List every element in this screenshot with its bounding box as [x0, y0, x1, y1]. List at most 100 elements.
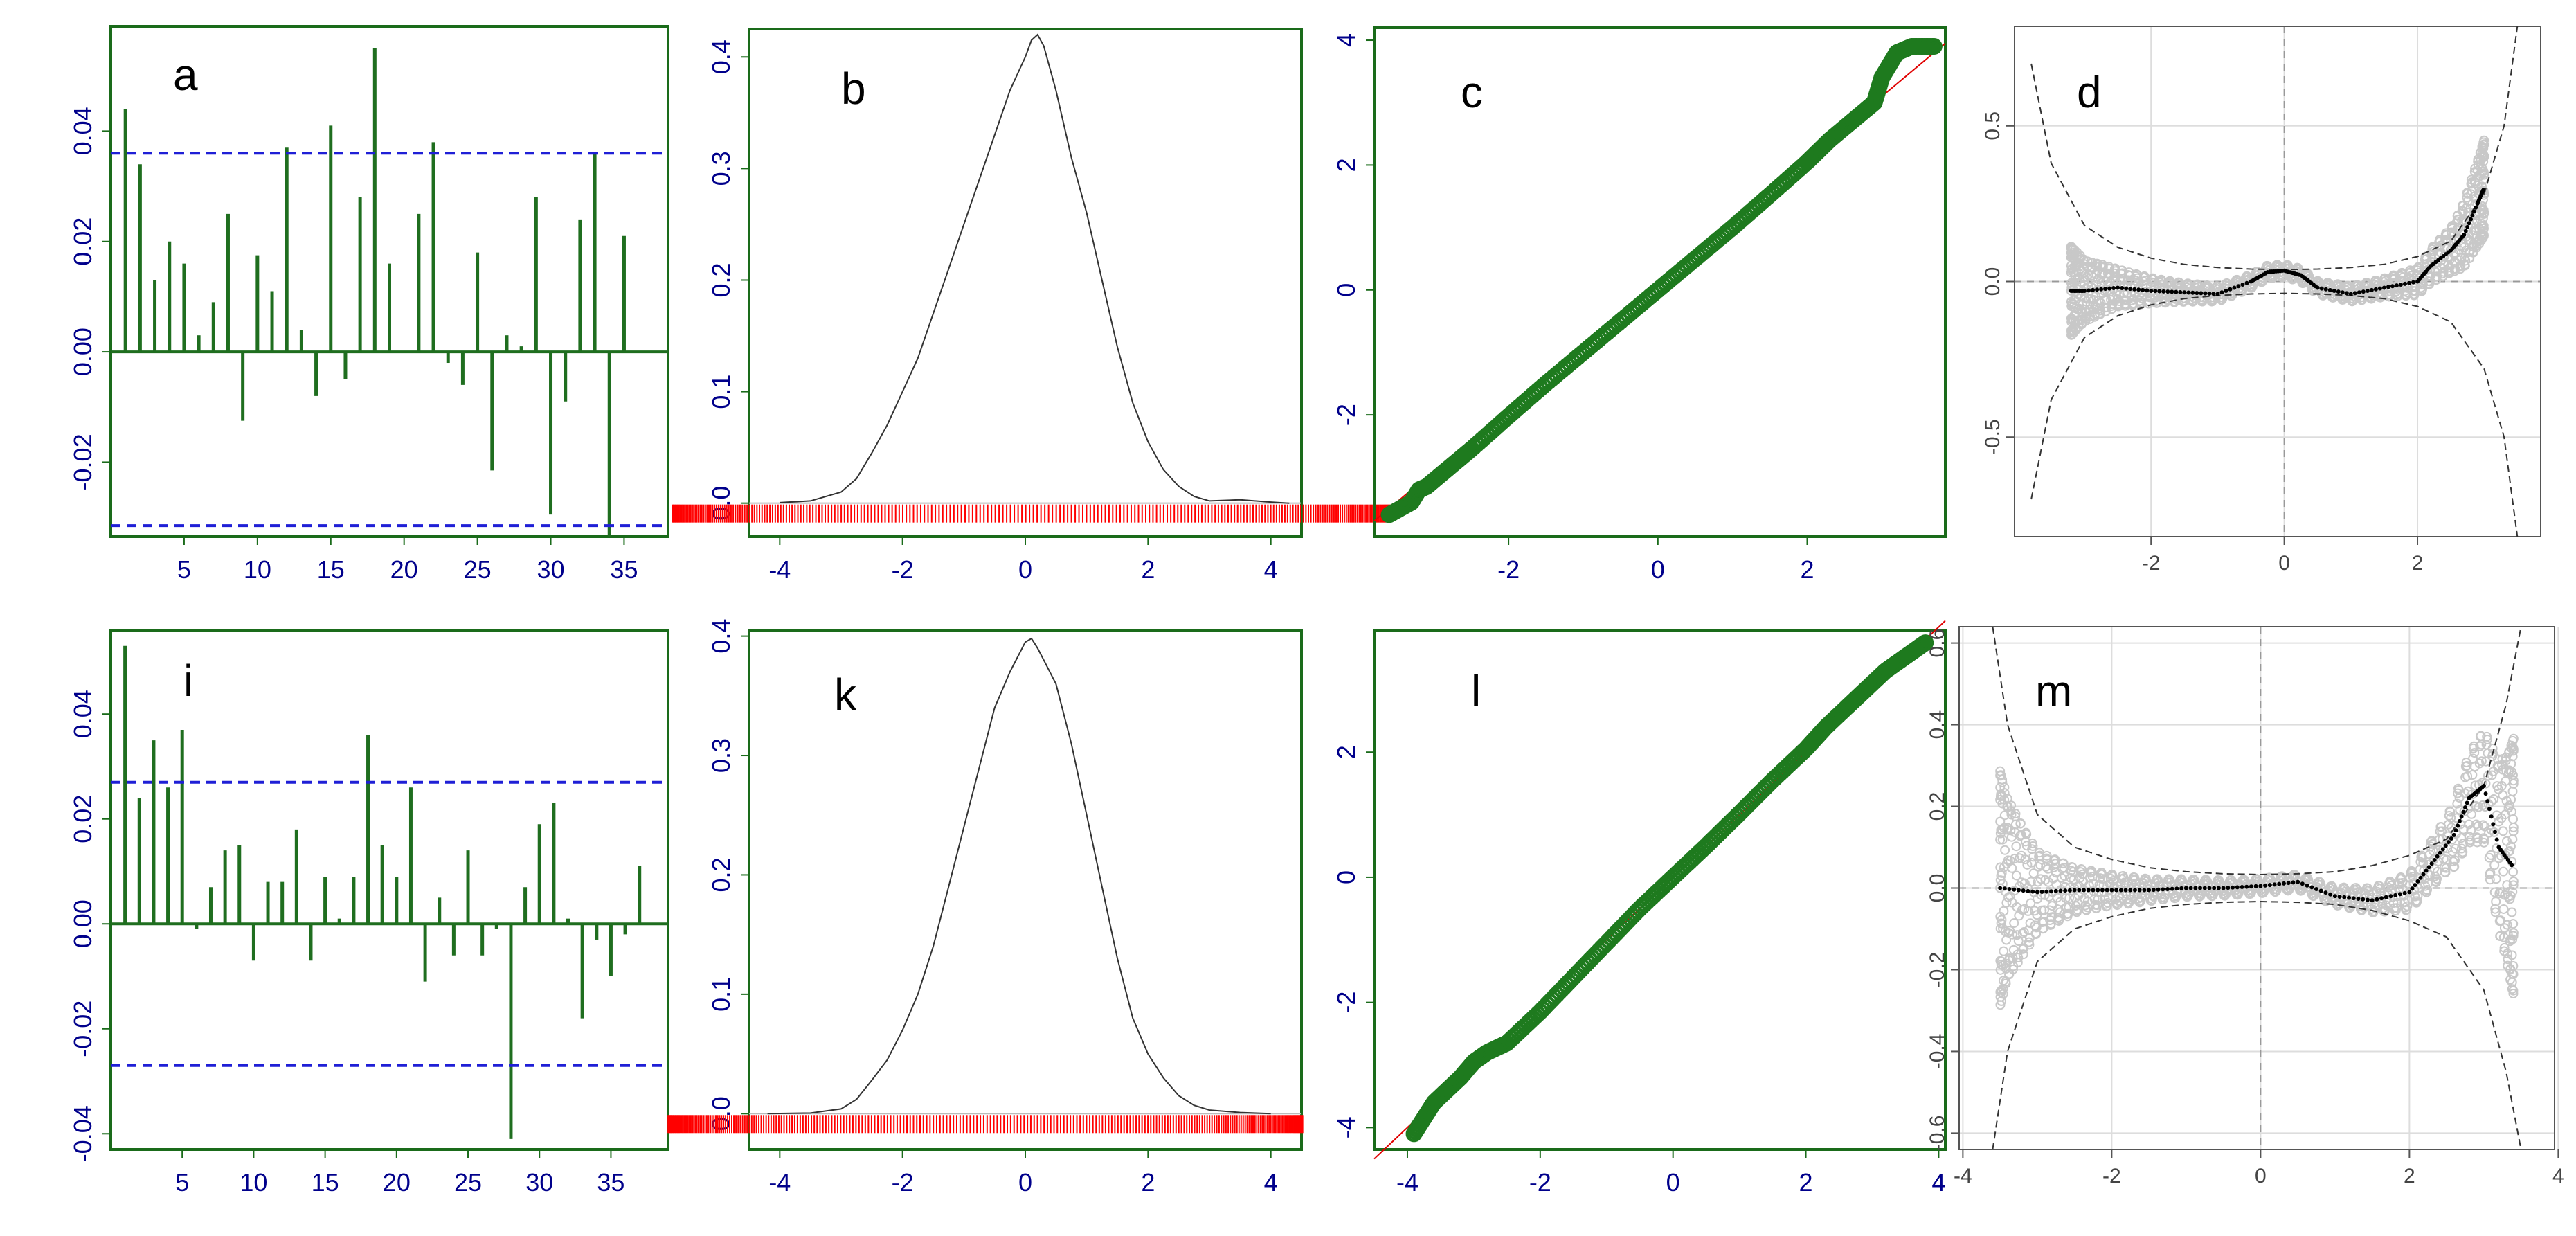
- worm-point: [2462, 771, 2473, 781]
- panel-letter: a: [173, 50, 198, 100]
- worm-smooth-point: [2429, 861, 2434, 866]
- worm-smooth-point: [2407, 890, 2412, 895]
- x-tick-label: 4: [1264, 1168, 1278, 1197]
- worm-point: [2069, 874, 2079, 884]
- x-tick-label: 15: [312, 1168, 339, 1197]
- worm-smooth-point: [2095, 287, 2100, 292]
- worm-point: [2432, 874, 2442, 884]
- worm-smooth-point: [2199, 291, 2204, 296]
- worm-point: [2011, 870, 2021, 881]
- worm-smooth-point: [2471, 209, 2476, 214]
- worm-point: [2402, 901, 2413, 911]
- panel-b-density: -4 -2 0 2 40.00.10.20.30.4b: [672, 28, 1391, 584]
- worm-smooth-point: [2465, 224, 2470, 229]
- worm-point: [2471, 819, 2481, 830]
- worm-point: [2026, 877, 2036, 887]
- worm-point: [2408, 871, 2418, 881]
- worm-smooth-point: [2418, 875, 2423, 880]
- worm-smooth-point: [2328, 892, 2333, 897]
- x-tick-label: 4: [1931, 1168, 1945, 1197]
- worm-point: [2085, 312, 2096, 322]
- qq-point: [1917, 634, 1934, 652]
- worm-smooth-point: [2035, 890, 2039, 895]
- worm-point: [2043, 863, 2053, 874]
- worm-smooth-point: [2207, 886, 2212, 890]
- worm-smooth-point: [2044, 889, 2049, 894]
- worm-smooth-point: [2281, 881, 2286, 886]
- worm-point: [2508, 826, 2519, 836]
- plot-frame: [109, 25, 669, 538]
- worm-smooth-point: [2397, 892, 2402, 897]
- worm-smooth-point: [2118, 888, 2123, 893]
- y-tick-label: -4: [1332, 1116, 1360, 1138]
- worm-point: [2015, 818, 2026, 829]
- worm-smooth-point: [2485, 799, 2490, 804]
- worm-point: [2015, 853, 2025, 863]
- worm-smooth-point: [2384, 895, 2388, 899]
- worm-point: [1997, 777, 2008, 787]
- x-tick-label: -4: [1396, 1168, 1418, 1197]
- worm-point: [2360, 888, 2370, 899]
- worm-smooth-point: [2424, 868, 2429, 873]
- worm-point: [2019, 927, 2029, 938]
- worm-smooth-point: [2215, 292, 2220, 296]
- worm-smooth-point: [2077, 888, 2082, 893]
- worm-smooth-point: [2058, 888, 2063, 893]
- worm-point: [2508, 876, 2519, 886]
- panel-a-acf: 5 10 15 20 25 30 35 -0.02 0.00 0.02 0.04 a: [69, 25, 669, 584]
- x-tick-label: -2: [1529, 1168, 1551, 1197]
- worm-smooth-point: [2361, 897, 2366, 902]
- worm-smooth-point: [2314, 886, 2318, 891]
- worm-smooth-point: [2413, 883, 2417, 888]
- worm-smooth-point: [2394, 283, 2399, 288]
- worm-smooth-point: [2388, 894, 2393, 899]
- y-tick-label: 0.4: [1926, 710, 1949, 740]
- worm-point: [2505, 841, 2516, 852]
- worm-smooth-point: [2457, 818, 2462, 823]
- y-tick-label: 0: [1332, 283, 1360, 297]
- worm-point: [2474, 758, 2485, 769]
- worm-point: [2054, 914, 2064, 924]
- density-curve: [780, 33, 1290, 504]
- worm-band-upper: [2030, 26, 2519, 271]
- y-tick-label: 0.02: [69, 217, 97, 266]
- worm-point: [2490, 907, 2501, 917]
- worm-smooth-point: [2461, 809, 2466, 814]
- worm-point: [2479, 139, 2489, 150]
- y-tick-label: 2: [1332, 158, 1360, 172]
- x-tick-label: 0: [2255, 1165, 2267, 1188]
- worm-smooth-point: [2510, 863, 2514, 868]
- worm-point: [2466, 825, 2476, 836]
- worm-smooth-point: [2182, 290, 2187, 295]
- worm-point: [2089, 894, 2100, 904]
- worm-smooth-point: [2128, 287, 2133, 292]
- x-tick-label: 5: [175, 1168, 189, 1197]
- worm-point: [2476, 740, 2487, 750]
- worm-point: [2478, 820, 2488, 830]
- worm-point: [2082, 271, 2092, 282]
- worm-smooth-point: [2344, 291, 2349, 296]
- x-tick-label: 2: [1799, 1168, 1813, 1197]
- worm-smooth-point: [2402, 890, 2407, 895]
- worm-point: [2478, 837, 2489, 848]
- worm-point: [2087, 867, 2097, 877]
- qq-point: [1925, 38, 1943, 55]
- worm-smooth-point: [2347, 895, 2352, 900]
- worm-point: [2494, 888, 2505, 899]
- worm-smooth-point: [2451, 832, 2456, 837]
- worm-smooth-point: [2432, 857, 2437, 862]
- worm-point: [2114, 300, 2124, 310]
- worm-smooth-point: [2136, 287, 2141, 292]
- worm-smooth-point: [2481, 784, 2486, 789]
- worm-point: [2448, 857, 2458, 867]
- worm-smooth-point: [2407, 280, 2411, 285]
- worm-smooth-point: [2212, 886, 2217, 890]
- worm-point: [1997, 868, 2007, 878]
- worm-point: [2093, 894, 2103, 904]
- worm-point: [2489, 827, 2499, 837]
- worm-point: [2471, 240, 2482, 251]
- worm-point: [2505, 846, 2515, 857]
- worm-point: [2438, 844, 2449, 854]
- worm-point: [2130, 875, 2141, 885]
- worm-point: [2381, 276, 2391, 286]
